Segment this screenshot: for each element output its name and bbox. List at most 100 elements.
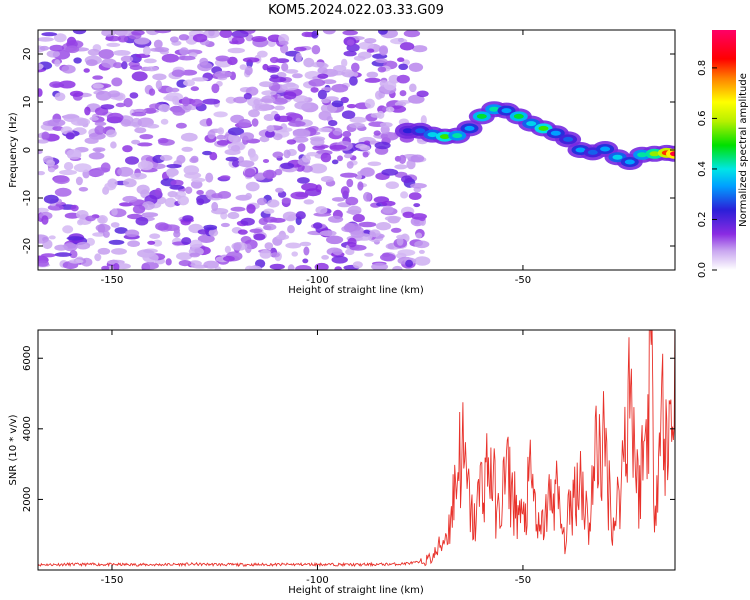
noise-blob <box>406 159 416 170</box>
noise-blob <box>418 216 426 222</box>
noise-blob <box>92 232 106 237</box>
noise-blob <box>311 30 319 39</box>
noise-blob <box>331 159 339 165</box>
noise-blob <box>143 46 151 56</box>
noise-blob <box>331 100 344 108</box>
noise-blob <box>70 204 79 212</box>
noise-blob <box>129 92 139 99</box>
noise-blob <box>110 222 120 228</box>
ridge-peak <box>649 151 660 157</box>
noise-blob <box>73 57 82 64</box>
noise-blob <box>85 215 96 222</box>
noise-blob <box>227 47 245 54</box>
noise-blob <box>400 191 409 199</box>
noise-blob <box>224 245 231 254</box>
noise-blob <box>342 30 359 36</box>
noise-blob <box>311 45 321 55</box>
noise-blob <box>41 32 58 37</box>
noise-blob <box>113 263 120 270</box>
noise-blob <box>131 71 148 82</box>
noise-blob <box>38 37 54 42</box>
ridge-peak <box>513 113 524 119</box>
noise-blob <box>310 87 319 93</box>
ridge-peak <box>563 136 574 142</box>
noise-blob <box>313 222 323 230</box>
noise-blob <box>310 61 328 68</box>
noise-blob <box>246 204 256 214</box>
noise-blob <box>59 169 77 176</box>
noise-blob <box>251 36 267 42</box>
noise-blob <box>54 252 72 257</box>
noise-blob <box>69 90 84 97</box>
noise-blob <box>308 79 326 87</box>
noise-blob <box>217 127 225 135</box>
noise-blob <box>68 259 84 264</box>
noise-blob <box>223 255 235 262</box>
noise-blob <box>191 177 206 183</box>
noise-blob <box>39 45 50 51</box>
noise-blob <box>321 255 329 260</box>
noise-blob <box>303 246 310 256</box>
noise-blob <box>383 80 397 91</box>
noise-blob <box>211 83 220 94</box>
snr-y-ticks: 2000 4000 6000 <box>22 346 675 512</box>
noise-blob <box>54 92 66 101</box>
noise-blob <box>135 216 149 226</box>
noise-blob <box>134 127 147 134</box>
noise-blob <box>369 229 381 238</box>
noise-blob <box>274 113 281 122</box>
noise-blob <box>301 154 311 163</box>
noise-blob <box>410 183 427 189</box>
noise-blob <box>73 163 92 173</box>
noise-blob <box>38 171 45 176</box>
noise-blob <box>123 97 133 108</box>
noise-blob <box>399 42 415 51</box>
noise-blob <box>38 207 49 214</box>
noise-blob <box>357 181 364 191</box>
noise-blob <box>377 66 387 73</box>
noise-blob <box>183 79 195 87</box>
noise-blob <box>267 199 280 208</box>
noise-blob <box>358 41 374 50</box>
noise-blob <box>309 163 328 174</box>
noise-blob <box>114 227 128 234</box>
noise-blob <box>213 111 228 118</box>
noise-blob <box>269 76 287 83</box>
noise-blob <box>239 132 255 141</box>
noise-blob <box>144 66 159 72</box>
noise-blob <box>84 137 99 144</box>
noise-blob <box>225 96 237 104</box>
noise-blob <box>396 74 410 84</box>
noise-blob <box>347 237 357 248</box>
noise-blob <box>130 172 147 180</box>
noise-blob <box>215 55 230 62</box>
ridge-peak <box>489 106 500 112</box>
noise-blob <box>190 86 199 92</box>
noise-blob <box>85 59 98 67</box>
noise-blob <box>88 152 105 160</box>
noise-blob <box>340 186 350 196</box>
noise-blob <box>38 139 49 144</box>
noise-blob <box>275 58 290 64</box>
noise-blob <box>227 56 238 66</box>
noise-blob <box>359 145 371 151</box>
ridge-peak <box>439 134 450 140</box>
noise-blob <box>160 118 169 125</box>
noise-blob <box>122 30 133 37</box>
noise-blob <box>227 142 245 152</box>
noise-blob <box>112 50 131 56</box>
noise-blob <box>278 40 289 46</box>
noise-blob <box>48 235 56 240</box>
noise-blob <box>41 215 49 225</box>
noise-blob <box>188 260 202 267</box>
y-tick-label: 0 <box>22 147 33 153</box>
noise-blob <box>231 30 249 38</box>
noise-blob <box>343 153 353 159</box>
noise-blob <box>288 120 306 127</box>
noise-blob <box>106 42 121 48</box>
noise-blob <box>46 50 60 58</box>
noise-blob <box>364 77 381 83</box>
y-tick-label: 20 <box>22 48 33 61</box>
noise-blob <box>66 149 82 157</box>
noise-blob <box>390 227 402 233</box>
